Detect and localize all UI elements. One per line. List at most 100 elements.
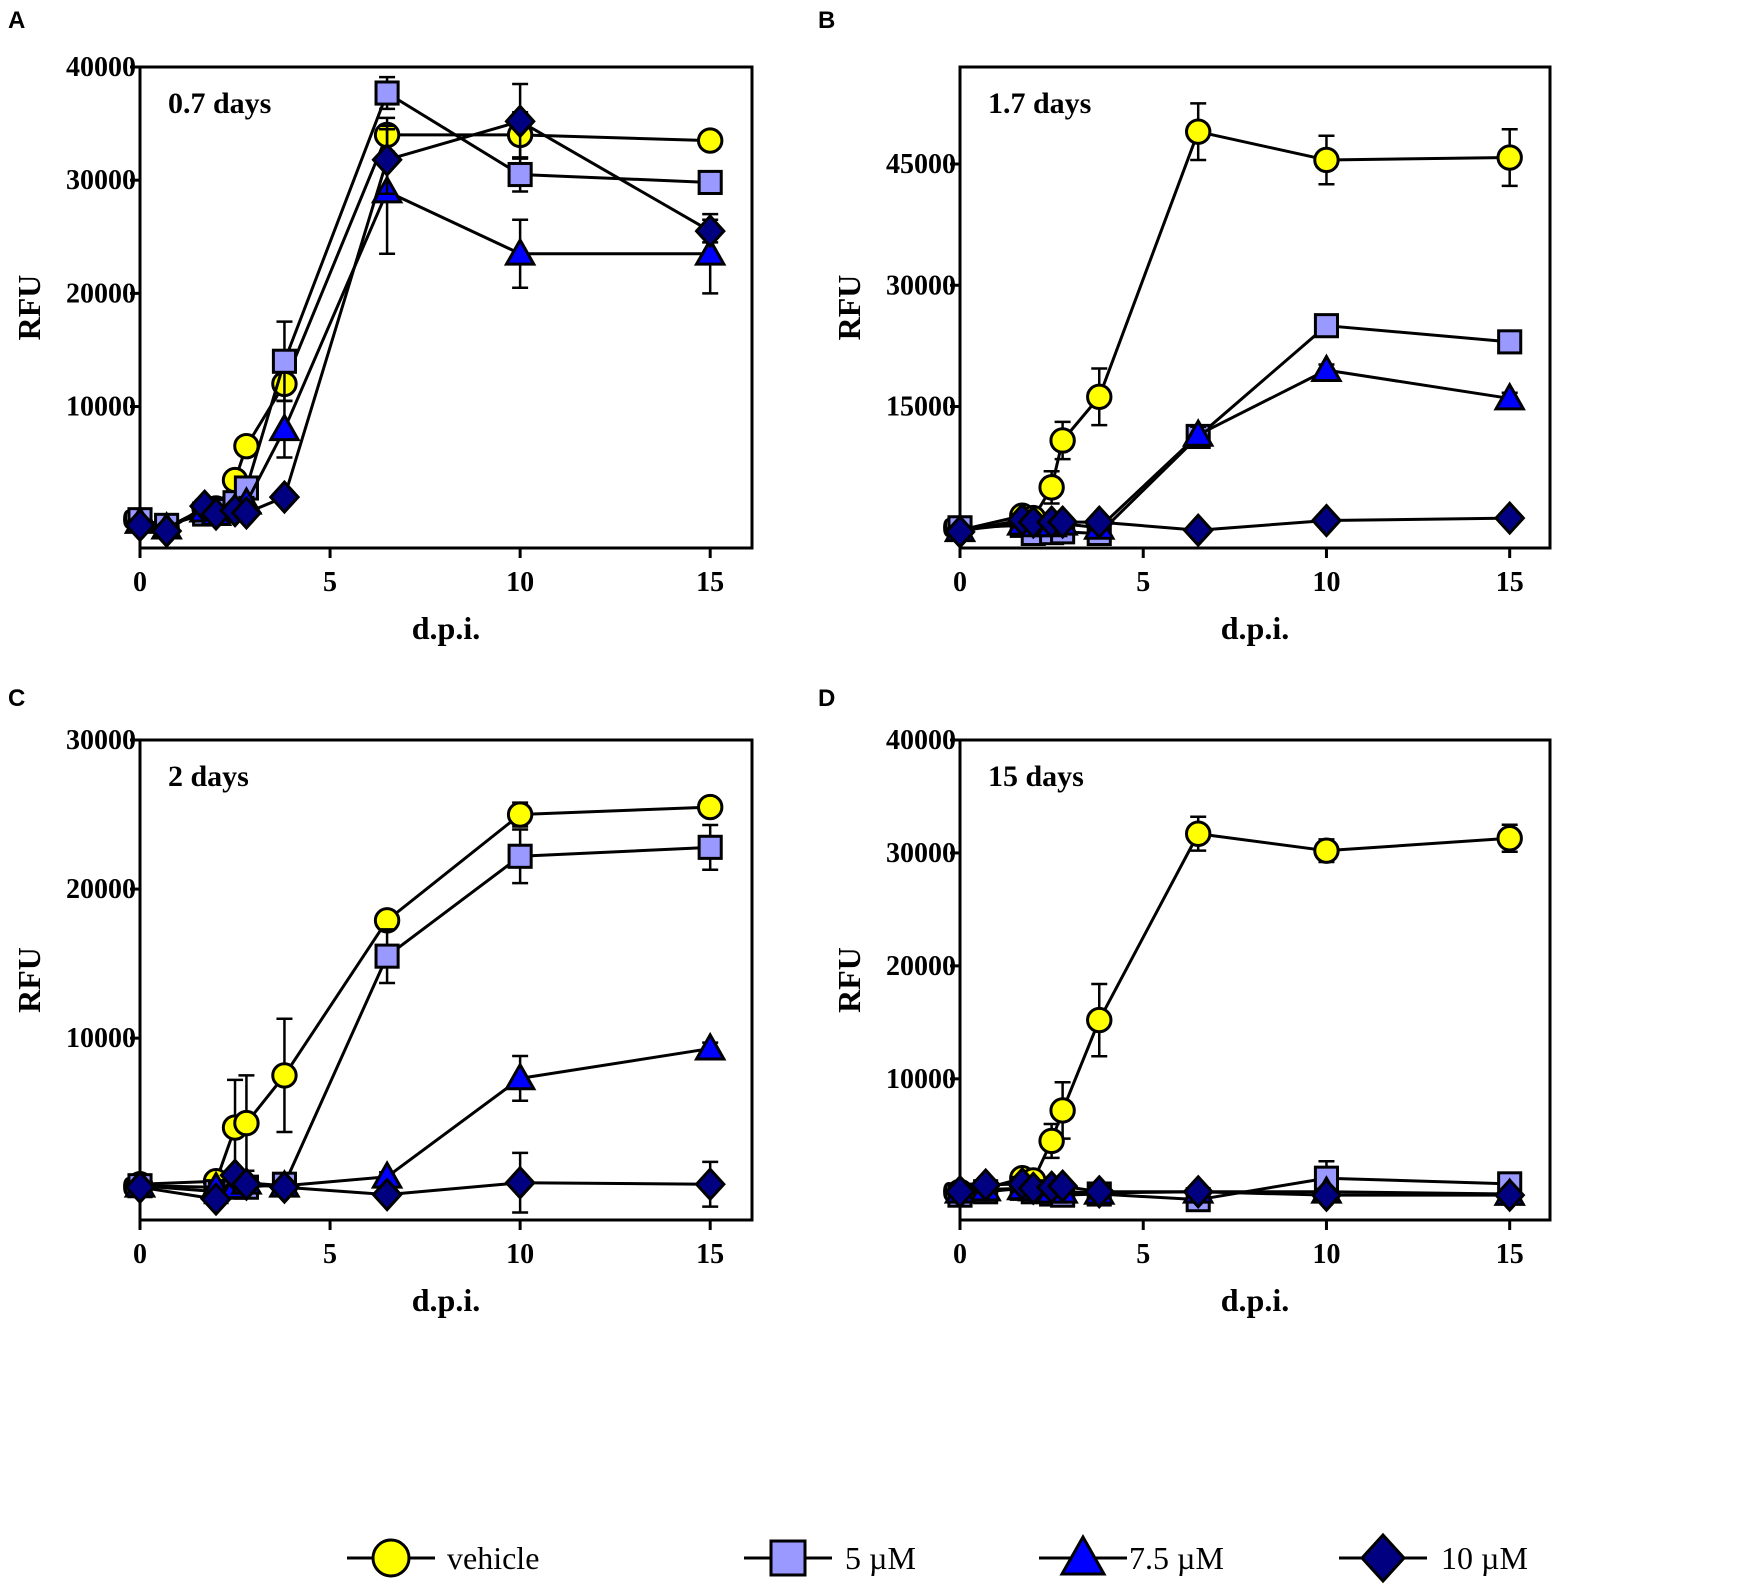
panel-title: 2 days — [168, 760, 249, 793]
data-point — [693, 1031, 727, 1061]
series-line — [959, 130, 1510, 532]
data-point — [1184, 820, 1212, 847]
series-10uM — [944, 500, 1526, 550]
series-line — [139, 845, 711, 1194]
data-point — [371, 1177, 403, 1212]
series-vehicle — [126, 793, 724, 1198]
data-point — [506, 801, 534, 828]
data-point — [697, 834, 723, 860]
plot-frame — [138, 65, 754, 550]
data-point — [1182, 1174, 1214, 1209]
data-point — [1494, 1177, 1526, 1213]
data-point — [233, 1109, 260, 1137]
panel-a: A010000200003000040000051015d.p.i.RFU0.7… — [8, 7, 754, 646]
data-point — [696, 793, 724, 821]
data-point — [374, 80, 400, 106]
x-tick-label: 0 — [953, 567, 967, 598]
series-10uM — [944, 1166, 1526, 1213]
series-5uM — [127, 75, 723, 538]
x-tick-label: 15 — [1496, 1239, 1524, 1270]
data-point — [1310, 1177, 1343, 1213]
y-tick-label: 40000 — [66, 52, 136, 83]
data-point — [1038, 1127, 1065, 1155]
data-point — [1494, 500, 1526, 536]
data-point — [230, 1167, 263, 1202]
y-tick-label: 15000 — [886, 392, 956, 423]
data-point — [1086, 1006, 1113, 1034]
legend-marker-triangle — [1059, 1533, 1107, 1576]
data-point — [944, 514, 976, 550]
data-point — [271, 1062, 298, 1089]
x-tick-label: 0 — [133, 1239, 147, 1270]
series-line — [139, 1047, 711, 1189]
panel-letter: D — [818, 685, 835, 712]
data-point — [693, 237, 727, 266]
data-point — [233, 432, 260, 460]
x-tick-label: 5 — [323, 1239, 337, 1270]
data-point — [1046, 1168, 1079, 1204]
data-point — [268, 1170, 301, 1205]
legend-marker-diamond — [1359, 1532, 1407, 1584]
x-tick-label: 15 — [696, 1239, 724, 1270]
x-tick-label: 10 — [506, 1239, 534, 1270]
plot-frame — [138, 738, 754, 1222]
series-10uM — [124, 1151, 726, 1217]
y-axis-title: RFU — [831, 275, 867, 341]
y-tick-label: 30000 — [886, 838, 956, 869]
data-point — [374, 943, 400, 969]
data-point — [1038, 474, 1065, 501]
x-tick-label: 5 — [1136, 1239, 1150, 1270]
data-point — [1083, 504, 1115, 540]
x-tick-label: 10 — [506, 567, 534, 598]
panel-d: D010000200003000040000051015d.p.i.RFU15 … — [818, 685, 1552, 1318]
data-point — [969, 1167, 1002, 1203]
legend-item-5uM: 5 µM — [744, 1539, 916, 1577]
data-point — [124, 1170, 156, 1205]
panel-title: 0.7 days — [168, 87, 271, 120]
x-tick-label: 5 — [323, 567, 337, 598]
data-point — [697, 169, 723, 195]
plot-frame — [958, 738, 1552, 1222]
x-tick-label: 0 — [133, 567, 147, 598]
data-point — [694, 213, 726, 249]
y-tick-label: 45000 — [886, 149, 956, 180]
data-point — [1313, 146, 1340, 174]
data-point — [150, 513, 183, 549]
series-10uM — [124, 82, 726, 549]
panel-letter: B — [818, 7, 835, 34]
data-point — [1310, 353, 1343, 383]
plot-frame — [958, 65, 1552, 550]
y-axis-title: RFU — [11, 275, 47, 341]
data-point — [504, 104, 536, 139]
legend-label: vehicle — [447, 1540, 539, 1576]
series-vehicle — [946, 102, 1523, 544]
panel-letter: C — [8, 685, 25, 712]
y-tick-label: 30000 — [66, 165, 136, 196]
x-axis-title: d.p.i. — [1221, 610, 1289, 646]
data-point — [503, 237, 537, 266]
data-point — [1083, 1174, 1115, 1209]
panel-title: 1.7 days — [988, 87, 1091, 120]
x-tick-label: 10 — [1312, 567, 1340, 598]
legend-item-7_5uM: 7.5 µM — [1039, 1533, 1224, 1576]
y-tick-label: 10000 — [66, 1023, 136, 1054]
data-point — [507, 843, 533, 869]
legend: vehicle 5 µM 7.5 µM 10 µM — [347, 1532, 1528, 1584]
series-7_5uM — [123, 1031, 727, 1200]
data-point — [1049, 1097, 1076, 1124]
panel-title: 15 days — [988, 760, 1084, 793]
legend-label: 5 µM — [845, 1540, 916, 1576]
data-point — [504, 1165, 536, 1200]
y-tick-label: 10000 — [66, 392, 136, 423]
data-point — [200, 1181, 232, 1217]
data-point — [1313, 313, 1340, 339]
data-point — [503, 1061, 537, 1091]
x-tick-label: 5 — [1136, 567, 1150, 598]
data-point — [1310, 503, 1343, 538]
x-axis-title: d.p.i. — [1221, 1282, 1289, 1318]
data-point — [230, 495, 263, 531]
legend-marker-square — [769, 1539, 807, 1577]
y-tick-label: 20000 — [886, 951, 956, 982]
y-tick-label: 20000 — [66, 278, 136, 309]
